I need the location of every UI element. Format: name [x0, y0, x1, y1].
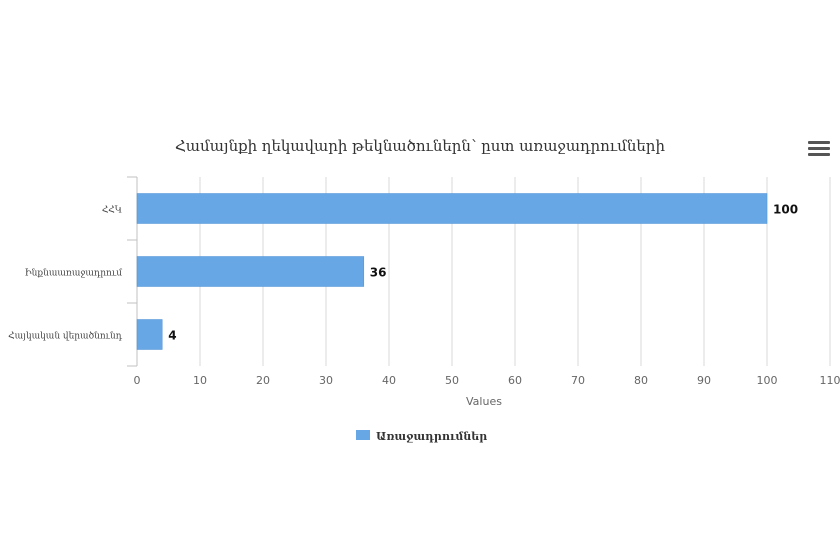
bar[interactable]: [136, 256, 365, 287]
x-axis-title: Values: [466, 395, 502, 408]
hamburger-menu-icon[interactable]: [808, 138, 830, 158]
x-tick-label: 50: [445, 374, 459, 387]
legend-label-series-1: Առաջադրումներ: [376, 430, 487, 443]
category-label: Ինքնաառաջադրում: [25, 269, 122, 279]
x-tick-label: 80: [634, 374, 648, 387]
chart-title: Համայնքի ղեկավարի թեկնածուներն՝ ըստ առաջ…: [175, 137, 665, 155]
legend-swatch: [356, 430, 370, 440]
x-tick-label: 20: [256, 374, 270, 387]
category-label: ՀՀԿ: [102, 206, 122, 216]
x-tick-label: 40: [382, 374, 396, 387]
data-label: 36: [370, 266, 387, 280]
bar[interactable]: [136, 193, 768, 224]
bars: [136, 193, 768, 350]
x-tick-label: 100: [757, 374, 778, 387]
x-tick-label: 70: [571, 374, 585, 387]
axes: [127, 176, 138, 367]
legend[interactable]: Առաջադրումներ: [356, 430, 487, 443]
x-tick-label: 90: [697, 374, 711, 387]
x-tick-label: 0: [134, 374, 141, 387]
x-tick-label: 30: [319, 374, 333, 387]
x-tick-label: 10: [193, 374, 207, 387]
x-tick-label: 60: [508, 374, 522, 387]
x-tick-label: 110: [820, 374, 840, 387]
category-label: Հայկական վերածնունդ: [8, 331, 123, 342]
labels: 0 10 20 30 40 50 60 70 80 90 100 110 ՀՀԿ 100 Ինքնաառաջ…: [8, 203, 840, 388]
data-label: 4: [168, 329, 176, 343]
bar[interactable]: [136, 319, 163, 350]
data-label: 100: [773, 203, 798, 217]
